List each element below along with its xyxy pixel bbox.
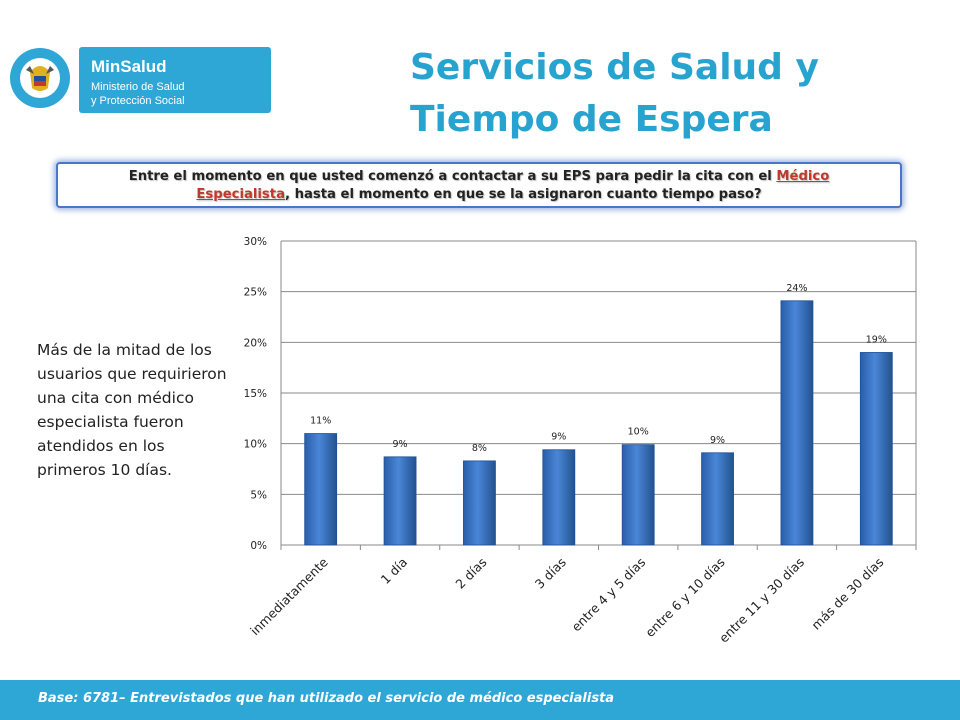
data-label: 9% xyxy=(393,439,408,450)
bar xyxy=(304,433,338,546)
category-label: entre 11 y 30 días xyxy=(716,555,807,646)
logo-subtitle-line1: Ministerio de Salud xyxy=(91,81,185,93)
bar xyxy=(542,449,576,546)
bar xyxy=(621,444,655,546)
title-line2: Tiempo de Espera xyxy=(410,99,773,140)
colombia-seal-logo xyxy=(10,48,70,108)
question-highlight-1: Médico xyxy=(776,169,830,184)
question-highlight-2: Especialista xyxy=(196,187,285,202)
y-tick-label: 30% xyxy=(244,236,267,248)
y-tick-label: 0% xyxy=(250,540,267,552)
bar-chart: 11% inmediatamente 9% 1 día 8% 2 días 9% 3 días… xyxy=(244,236,917,646)
data-label: 8% xyxy=(472,443,487,454)
footer-base-text: Base: 6781– Entrevistados que han utiliz… xyxy=(38,691,615,706)
category-label: inmediatamente xyxy=(247,554,331,638)
bar xyxy=(701,452,734,546)
data-label: 24% xyxy=(786,283,807,294)
minsalud-logo: MinSalud Ministerio de Salud y Protecció… xyxy=(79,47,271,113)
bar xyxy=(463,460,496,546)
data-label: 11% xyxy=(310,416,331,427)
y-tick-label: 10% xyxy=(244,439,267,451)
y-tick-label: 25% xyxy=(244,287,267,299)
bar xyxy=(780,300,814,546)
bar xyxy=(383,456,417,546)
question-box: Entre el momento en que usted comenzó a … xyxy=(56,162,902,208)
title-line1: Servicios de Salud y xyxy=(410,47,819,88)
data-label: 9% xyxy=(551,432,566,443)
y-tick-label: 5% xyxy=(250,489,267,501)
data-label: 9% xyxy=(710,435,725,446)
footer-bar: Base: 6781– Entrevistados que han utiliz… xyxy=(0,680,960,720)
category-label: más de 30 días xyxy=(808,555,886,633)
category-label: entre 4 y 5 días xyxy=(569,555,649,635)
question-text-2: , hasta el momento en que se la asignaro… xyxy=(284,187,762,202)
category-label: 3 días xyxy=(532,555,569,592)
bar xyxy=(859,352,893,546)
category-label: 2 días xyxy=(452,555,489,592)
question-text-1: Entre el momento en que usted comenzó a … xyxy=(128,169,777,184)
page-title: Servicios de Salud y Tiempo de Espera xyxy=(410,42,930,146)
logo-subtitle-line2: y Protección Social xyxy=(91,95,185,107)
data-label: 10% xyxy=(628,427,649,438)
y-tick-label: 15% xyxy=(244,388,267,400)
data-label: 19% xyxy=(866,334,887,345)
category-label: entre 6 y 10 días xyxy=(642,555,727,640)
category-label: 1 día xyxy=(378,555,411,588)
side-note: Más de la mitad de los usuarios que requ… xyxy=(37,341,227,479)
logo-brand: MinSalud xyxy=(91,57,167,76)
y-tick-label: 20% xyxy=(244,337,267,349)
